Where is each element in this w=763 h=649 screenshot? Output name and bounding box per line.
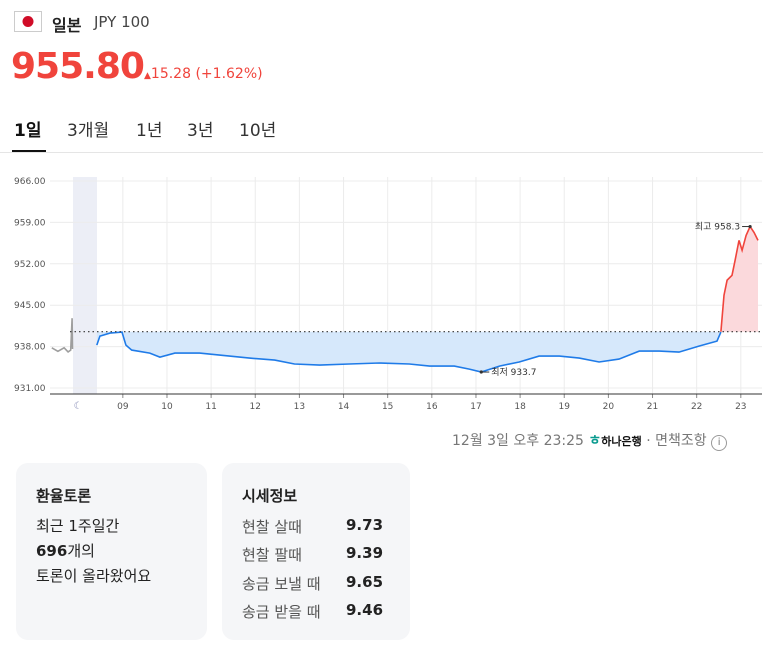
x-tick-label: 15: [382, 402, 393, 410]
chart: 966.00 959.00 952.00 945.00 938.00 931.00 09 10…: [14, 177, 762, 410]
tab-underline: [12, 150, 46, 152]
currency: JPY 100: [94, 13, 150, 31]
line: [51, 318, 74, 353]
line: [720, 224, 759, 332]
quote-value: 9.46: [346, 601, 384, 619]
x-tick-label: 13: [294, 402, 305, 410]
footer: 12월 3일 오후 23:25 ㅎ하나은행 · 면책조항 i: [452, 430, 728, 451]
x-tick-label: 18: [514, 402, 526, 410]
change-pct: (+1.62%): [195, 66, 263, 82]
x-tick-label: 21: [647, 402, 658, 410]
tab[interactable]: 10년: [239, 121, 277, 141]
tab[interactable]: 1년: [136, 121, 163, 141]
line: [96, 331, 722, 373]
y-tick-label: 938.00: [14, 343, 46, 353]
x-tick-label: 12: [250, 402, 261, 410]
annotation: 최고 958.3: [695, 222, 740, 233]
card-title: 환율토론: [36, 487, 92, 505]
country: 일본: [52, 16, 82, 35]
annotation-dot: [748, 224, 752, 229]
card-title: 시세정보: [242, 487, 298, 505]
y-tick-label: 952.00: [14, 260, 46, 270]
tab[interactable]: 3년: [187, 121, 214, 141]
tab[interactable]: 1일: [14, 121, 42, 141]
x-tick-label: 16: [426, 402, 438, 410]
quote-value: 9.73: [346, 516, 384, 534]
flag: [14, 11, 42, 32]
quote-value: 9.65: [346, 573, 384, 591]
y-tick-label: 945.00: [14, 301, 46, 311]
quote-label: 송금 보낼 때: [242, 575, 321, 593]
change-value: 15.28: [150, 66, 192, 82]
area: [96, 331, 721, 372]
text: 토론이 올라왔어요: [36, 567, 152, 585]
x-tick-label: 23: [735, 402, 746, 410]
quote-label: 현찰 살때: [242, 518, 302, 536]
source: 하나은행: [601, 435, 642, 448]
disclaimer[interactable]: 면책조항: [655, 433, 707, 449]
y-tick-label: 966.00: [14, 177, 46, 187]
price: 955.80: [11, 46, 145, 87]
x-tick-label: 17: [470, 402, 481, 410]
text: 개의: [67, 542, 95, 560]
x-tick-label: 19: [559, 402, 571, 410]
tab[interactable]: 3개월: [67, 121, 110, 141]
quote-label: 송금 받을 때: [242, 603, 321, 621]
y-tick-label: 931.00: [14, 384, 46, 394]
annotation: 최저 933.7: [491, 367, 536, 378]
quote-value: 9.39: [346, 544, 384, 562]
x-tick-label: 14: [338, 402, 350, 410]
moon-icon: ☾: [74, 401, 83, 410]
night-shade: [73, 177, 97, 394]
count: 696: [36, 542, 68, 560]
x-tick-label: 10: [161, 402, 173, 410]
x-tick-label: 11: [205, 402, 216, 410]
x-tick-label: 09: [117, 402, 129, 410]
change: ▲15.28 (+1.62%): [144, 66, 263, 82]
timestamp: 12월 3일 오후 23:25: [452, 433, 584, 449]
text: 최근 1주일간: [36, 517, 120, 535]
text: 696개의: [36, 540, 95, 561]
x-tick-label: 20: [603, 402, 615, 410]
discussion-card[interactable]: 환율토론 최근 1주일간 696개의 토론이 올라왔어요: [16, 463, 207, 640]
quote-label: 현찰 팔때: [242, 546, 302, 564]
divider: [0, 152, 763, 153]
y-tick-label: 959.00: [14, 218, 46, 228]
quotes-card: 시세정보 현찰 살때 9.73 현찰 팔때 9.39 송금 보낼 때 9.65 …: [222, 463, 410, 640]
x-tick-label: 22: [691, 402, 702, 410]
area: [720, 226, 758, 332]
